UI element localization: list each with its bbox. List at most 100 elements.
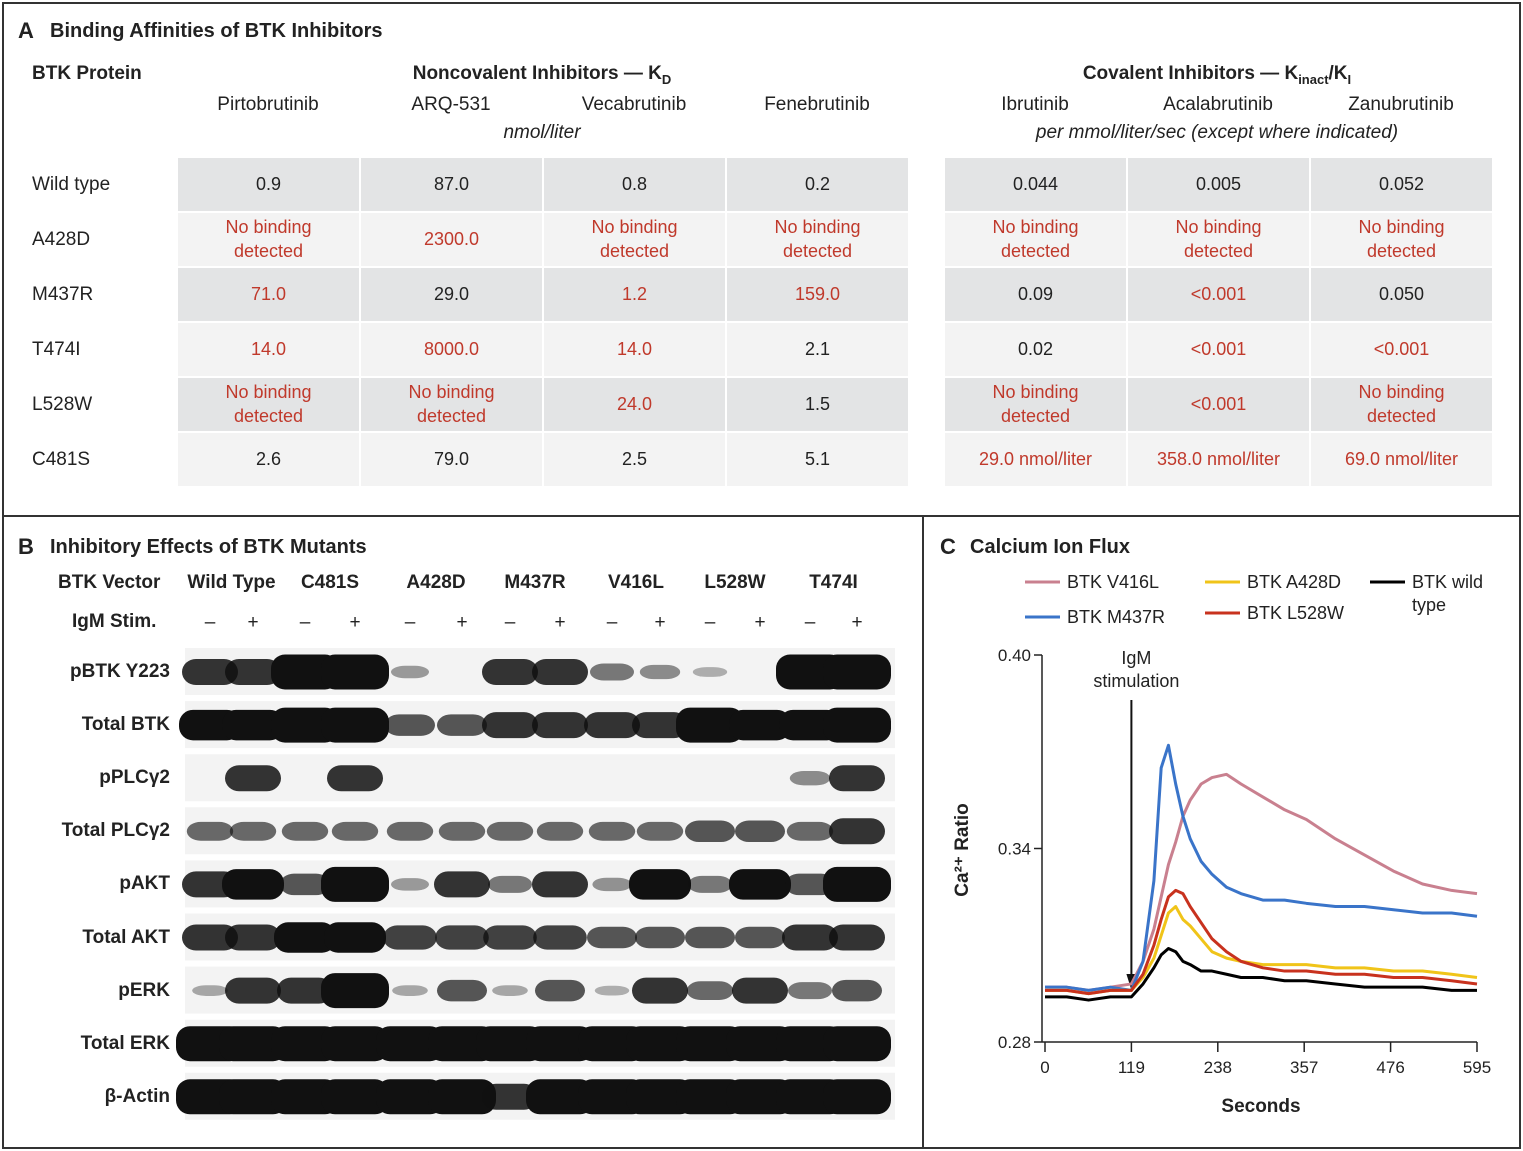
cell-value: 0.044: [1012, 173, 1059, 194]
blot-band: [676, 1079, 744, 1115]
table-cell: No binding detected: [1311, 378, 1492, 431]
blot-band: [192, 985, 228, 996]
header-text: /K: [1328, 63, 1348, 84]
row-label: C481S: [32, 449, 91, 470]
cell-value: No binding detected: [1358, 217, 1445, 261]
blot-band: [391, 878, 429, 891]
blot-band: [729, 869, 791, 900]
cell-value: 0.2: [804, 173, 831, 194]
blot-label: pPLCγ2: [99, 767, 170, 789]
blot-band: [225, 765, 281, 792]
vector-name: V416L: [608, 572, 664, 593]
vector-name: Wild Type: [187, 572, 276, 593]
cell-value: No binding detected: [774, 217, 861, 261]
cell-value: No binding detected: [1175, 217, 1262, 261]
row-label: A428D: [32, 229, 91, 250]
blot-band: [321, 973, 389, 1009]
blot-band: [327, 765, 383, 792]
blot-band: [735, 926, 785, 949]
table-cell: No binding detected: [178, 213, 359, 266]
blot-label: Total ERK: [80, 1032, 170, 1054]
column-header: Acalabrutinib: [1163, 94, 1273, 115]
blot-band: [321, 707, 389, 743]
blot-band: [476, 1026, 544, 1062]
blot-band: [785, 873, 835, 896]
blot-band: [626, 1079, 694, 1115]
blot-band: [383, 925, 437, 950]
stim-sign: +: [349, 612, 361, 633]
column-header: ARQ-531: [411, 94, 491, 115]
blot-label: Total PLCγ2: [61, 820, 170, 842]
table-cell: 29.0: [361, 268, 542, 321]
blot-band: [186, 821, 234, 841]
blot-band: [533, 925, 587, 950]
blot-band: [274, 922, 336, 953]
blot-band: [635, 926, 685, 949]
cell-value: No binding detected: [408, 382, 495, 426]
blot-band: [782, 924, 838, 951]
blot-label: pBTK Y223: [70, 661, 170, 682]
blot-band: [676, 1026, 744, 1062]
table-cell: 0.044: [945, 158, 1126, 211]
blot-band: [636, 821, 684, 841]
cell-value: 0.8: [621, 173, 648, 194]
blot-band: [829, 818, 885, 845]
blot-band: [376, 1079, 444, 1115]
blot-band: [532, 659, 588, 685]
panel-letter: A: [18, 18, 34, 43]
stim-sign: –: [504, 612, 516, 633]
cell-value: 71.0: [250, 283, 287, 304]
blot-band: [789, 771, 831, 786]
blot-band: [482, 712, 538, 739]
blot-band: [492, 985, 528, 996]
y-axis-label: Ca²⁺ Ratio: [952, 803, 973, 896]
table-cell: 2.5: [544, 433, 725, 486]
cell-value: 2.6: [255, 448, 282, 469]
table-cell: 14.0: [178, 323, 359, 376]
blot-band: [726, 1079, 794, 1115]
table-cell: 2300.0: [361, 213, 542, 266]
blot-band: [321, 866, 389, 902]
cell-value: 29.0: [433, 283, 470, 304]
series-line: [1045, 888, 1478, 996]
table-cell: 0.005: [1128, 158, 1309, 211]
stim-sign: –: [704, 612, 716, 633]
blot-band: [434, 871, 490, 898]
blot-band: [386, 821, 434, 841]
vector-label: BTK Vector: [58, 572, 161, 593]
cell-value: 5.1: [804, 448, 831, 469]
blot-band: [788, 982, 832, 1000]
row-label: Wild type: [32, 174, 111, 195]
table-cell: No binding detected: [544, 213, 725, 266]
table-cell: 0.050: [1311, 268, 1492, 321]
cell-value: <0.001: [1190, 283, 1247, 304]
legend-label: BTK wild type: [1412, 572, 1484, 616]
table-cell: 69.0 nmol/liter: [1311, 433, 1492, 486]
blot-band: [732, 977, 788, 1004]
blot-band: [321, 1026, 389, 1062]
blot-band: [626, 1026, 694, 1062]
panel-letter: B: [18, 534, 34, 559]
blot-band: [437, 979, 487, 1002]
stim-sign: –: [404, 612, 416, 633]
x-tick-label: 0: [1040, 1058, 1049, 1077]
chart-title: Calcium Ion Flux: [970, 536, 1131, 558]
stim-sign: +: [554, 612, 566, 633]
cell-value: <0.001: [1190, 393, 1247, 414]
table-cell: <0.001: [1128, 378, 1309, 431]
blot-band: [535, 979, 585, 1002]
cell-value: 358.0 nmol/liter: [1156, 448, 1281, 469]
header-text: Noncovalent Inhibitors — K: [412, 63, 662, 84]
blot-band: [331, 821, 379, 841]
blot-band: [435, 925, 489, 950]
cell-value: 0.09: [1017, 283, 1054, 304]
table-cell: No binding detected: [178, 378, 359, 431]
column-header: Ibrutinib: [1001, 94, 1069, 115]
table-cell: No binding detected: [361, 378, 542, 431]
blot-band: [592, 877, 632, 892]
units: nmol/liter: [503, 122, 581, 143]
table-cell: 358.0 nmol/liter: [1128, 433, 1309, 486]
blot-band: [532, 871, 588, 898]
group-header: Noncovalent Inhibitors — KD: [292, 63, 792, 88]
blot-band: [584, 712, 640, 739]
